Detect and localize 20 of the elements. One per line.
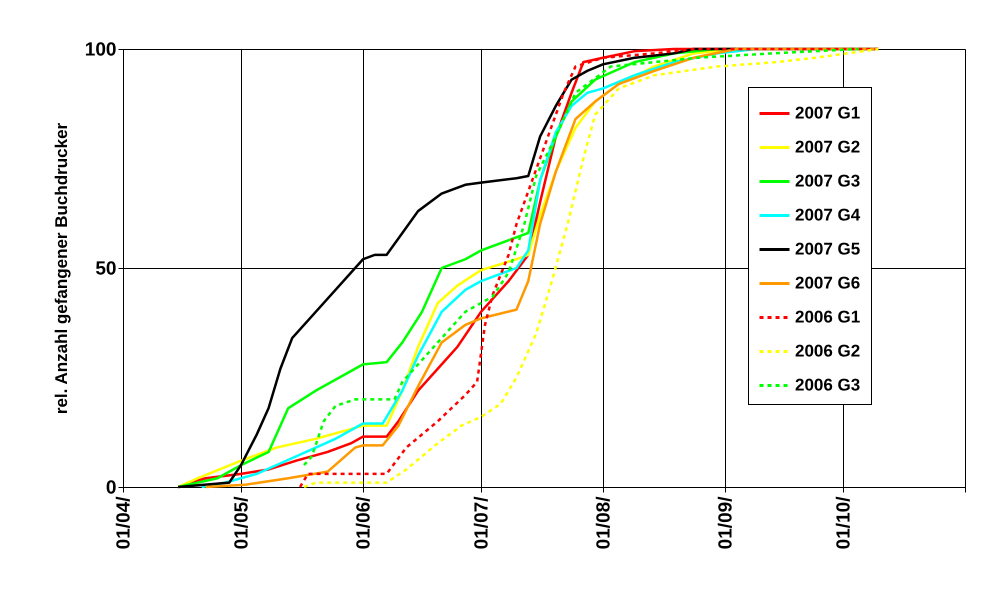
- legend-label: 2006 G3: [795, 376, 860, 394]
- y-tick-label: 50: [95, 258, 116, 280]
- x-tick-label: 01/05/: [232, 496, 253, 550]
- x-tick-label: 01/09/: [715, 496, 736, 550]
- x-tick-label: 01/04/: [114, 496, 134, 550]
- x-tick-label: 01/06/: [354, 496, 375, 550]
- legend-label: 2007 G6: [795, 274, 860, 292]
- legend-label: 2007 G5: [795, 240, 860, 258]
- legend-label: 2006 G2: [795, 342, 860, 360]
- x-tick-label: 01/10/: [834, 496, 855, 550]
- legend-label: 2007 G4: [795, 206, 861, 224]
- legend-label: 2007 G2: [795, 138, 860, 156]
- y-axis-title: rel. Anzahl gefangener Buchdrucker: [52, 122, 71, 414]
- x-tick-label: 01/07/: [472, 496, 493, 550]
- x-tick-label: 01/08/: [594, 496, 615, 550]
- legend-label: 2006 G1: [795, 308, 860, 326]
- legend-label: 2007 G1: [795, 104, 860, 122]
- legend-label: 2007 G3: [795, 172, 860, 190]
- y-tick-label: 100: [84, 40, 116, 60]
- y-tick-label: 0: [106, 478, 116, 498]
